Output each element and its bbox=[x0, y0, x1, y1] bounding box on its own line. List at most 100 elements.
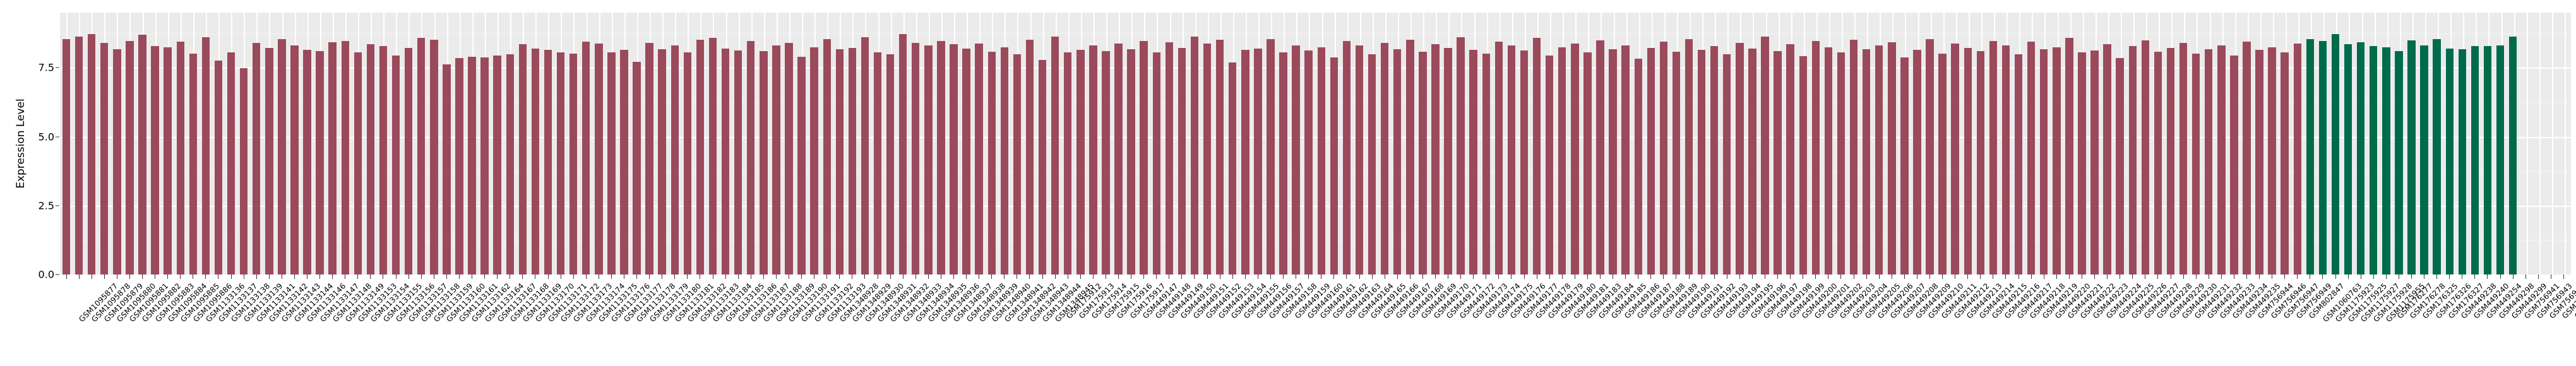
bar[interactable] bbox=[1761, 37, 1769, 274]
bar[interactable] bbox=[1102, 51, 1110, 274]
bar[interactable] bbox=[1837, 52, 1846, 274]
bar[interactable] bbox=[164, 47, 172, 274]
bar[interactable] bbox=[645, 43, 653, 274]
bar[interactable] bbox=[100, 43, 109, 274]
bar[interactable] bbox=[518, 44, 527, 274]
bar[interactable] bbox=[391, 55, 400, 274]
bar[interactable] bbox=[2128, 46, 2137, 274]
bar[interactable] bbox=[354, 52, 362, 274]
bar[interactable] bbox=[1063, 52, 1072, 274]
bar[interactable] bbox=[2243, 41, 2251, 274]
bar[interactable] bbox=[62, 38, 71, 274]
bar[interactable] bbox=[810, 47, 818, 274]
bar[interactable] bbox=[138, 34, 146, 274]
bar[interactable] bbox=[1748, 48, 1756, 274]
bar[interactable] bbox=[1203, 43, 1212, 274]
bar[interactable] bbox=[1583, 52, 1592, 274]
bar[interactable] bbox=[1723, 54, 1731, 274]
bar[interactable] bbox=[1824, 47, 1833, 274]
bar[interactable] bbox=[1076, 49, 1085, 274]
bar[interactable] bbox=[734, 50, 742, 274]
bar[interactable] bbox=[1786, 44, 1794, 274]
bar[interactable] bbox=[1532, 38, 1541, 274]
bar[interactable] bbox=[2014, 54, 2023, 274]
bar[interactable] bbox=[2420, 45, 2428, 274]
bar[interactable] bbox=[1659, 41, 1668, 274]
bar[interactable] bbox=[265, 47, 273, 274]
bar[interactable] bbox=[544, 49, 552, 274]
bar[interactable] bbox=[2293, 43, 2301, 274]
bar[interactable] bbox=[2407, 40, 2416, 274]
bar[interactable] bbox=[1494, 41, 1503, 274]
bar[interactable] bbox=[1774, 51, 1782, 274]
bar[interactable] bbox=[1621, 45, 1630, 274]
bar[interactable] bbox=[1862, 49, 1871, 274]
bar[interactable] bbox=[214, 61, 223, 274]
bar[interactable] bbox=[201, 37, 210, 274]
bar[interactable] bbox=[1571, 43, 1579, 274]
bar[interactable] bbox=[2001, 45, 2010, 274]
bar[interactable] bbox=[1241, 49, 1249, 274]
bar[interactable] bbox=[785, 43, 793, 274]
bar[interactable] bbox=[2281, 52, 2289, 274]
bar[interactable] bbox=[1330, 57, 1339, 274]
bar[interactable] bbox=[747, 40, 755, 274]
bar[interactable] bbox=[835, 49, 844, 274]
bar[interactable] bbox=[480, 57, 489, 274]
bar[interactable] bbox=[430, 39, 438, 274]
bar[interactable] bbox=[1254, 48, 1262, 274]
bar[interactable] bbox=[2433, 38, 2441, 274]
bar[interactable] bbox=[1317, 47, 1325, 274]
bar[interactable] bbox=[2458, 49, 2467, 274]
bar[interactable] bbox=[1051, 37, 1059, 274]
bar[interactable] bbox=[1545, 55, 1554, 274]
bar[interactable] bbox=[1647, 47, 1655, 274]
bar[interactable] bbox=[2027, 41, 2036, 274]
bar[interactable] bbox=[531, 48, 540, 274]
bar[interactable] bbox=[772, 45, 780, 274]
bar[interactable] bbox=[607, 52, 616, 274]
bar[interactable] bbox=[404, 47, 413, 274]
bar[interactable] bbox=[1989, 40, 1998, 274]
bar[interactable] bbox=[2090, 50, 2099, 274]
bar[interactable] bbox=[2040, 49, 2048, 274]
bar[interactable] bbox=[1609, 49, 1617, 274]
bar[interactable] bbox=[290, 45, 299, 274]
bar[interactable] bbox=[1900, 57, 1909, 274]
bar[interactable] bbox=[1951, 43, 1959, 274]
bar[interactable] bbox=[1938, 53, 1947, 274]
bar[interactable] bbox=[366, 44, 375, 274]
bar[interactable] bbox=[633, 61, 641, 274]
bar[interactable] bbox=[2318, 40, 2327, 274]
bar[interactable] bbox=[1406, 39, 1414, 274]
bar[interactable] bbox=[252, 43, 261, 274]
bar[interactable] bbox=[1190, 37, 1199, 274]
bar[interactable] bbox=[341, 40, 349, 274]
bar[interactable] bbox=[1127, 49, 1135, 274]
bar[interactable] bbox=[823, 38, 831, 274]
bar[interactable] bbox=[1913, 49, 1921, 274]
bar[interactable] bbox=[113, 49, 121, 274]
bar[interactable] bbox=[1672, 52, 1681, 274]
bar[interactable] bbox=[1710, 46, 1719, 274]
bar[interactable] bbox=[556, 52, 565, 274]
bar[interactable] bbox=[2344, 44, 2352, 274]
bar[interactable] bbox=[2471, 46, 2479, 274]
bar[interactable] bbox=[227, 52, 236, 274]
bar[interactable] bbox=[1025, 39, 1034, 274]
bar[interactable] bbox=[1419, 52, 1427, 274]
bar[interactable] bbox=[493, 55, 501, 274]
bar[interactable] bbox=[2230, 55, 2238, 274]
bar[interactable] bbox=[708, 38, 717, 274]
bar[interactable] bbox=[2395, 51, 2403, 274]
bar[interactable] bbox=[1964, 47, 1972, 274]
bar[interactable] bbox=[1380, 43, 1389, 274]
bar[interactable] bbox=[2205, 49, 2213, 274]
bar[interactable] bbox=[2445, 48, 2454, 274]
bar[interactable] bbox=[2331, 34, 2340, 274]
bar[interactable] bbox=[1888, 42, 1896, 274]
bar[interactable] bbox=[316, 51, 324, 274]
bar[interactable] bbox=[2154, 52, 2162, 274]
bar[interactable] bbox=[468, 56, 476, 274]
bar[interactable] bbox=[2508, 37, 2517, 274]
